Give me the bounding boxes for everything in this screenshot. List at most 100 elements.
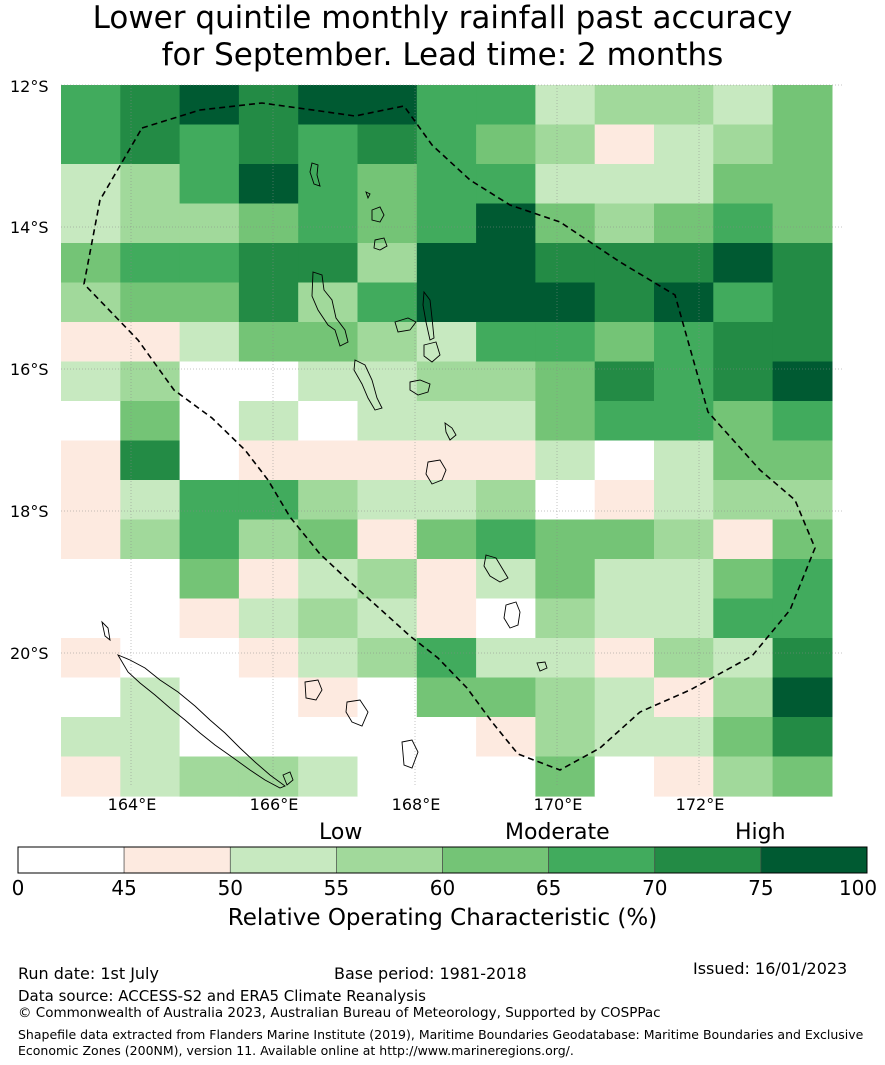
lon-label-170e: 170°E xyxy=(533,795,583,814)
map-cell xyxy=(61,756,121,797)
map-cell xyxy=(238,203,299,244)
map-cell xyxy=(179,282,240,323)
map-cell xyxy=(61,243,121,284)
coastlines xyxy=(83,102,816,789)
map-cell xyxy=(416,480,477,521)
title-line-2: for September. Lead time: 2 months xyxy=(161,37,724,73)
map-cell xyxy=(654,638,714,679)
map-cell xyxy=(238,519,299,560)
map-cell xyxy=(416,756,477,797)
map-cell xyxy=(120,598,181,639)
map-cell xyxy=(713,559,774,600)
lon-label-168e: 168°E xyxy=(391,795,441,814)
colorbar-tick-label: 55 xyxy=(323,876,350,900)
map-cell xyxy=(476,519,536,560)
map-cell xyxy=(179,440,240,481)
map-cell xyxy=(298,203,359,244)
map-cell xyxy=(179,638,240,679)
map-cell xyxy=(772,717,833,758)
map-cell xyxy=(654,519,714,560)
map-cell xyxy=(594,559,655,600)
colorbar-segment xyxy=(548,846,655,874)
map-cell xyxy=(179,598,240,639)
map-cell xyxy=(476,164,536,205)
map-cell xyxy=(298,480,359,521)
map-title: Lower quintile monthly rainfall past acc… xyxy=(0,0,885,74)
map-cell xyxy=(416,677,477,718)
map-cell xyxy=(535,598,596,639)
category-high: High xyxy=(735,820,786,845)
map-cell xyxy=(238,243,299,284)
island-loyalty-1 xyxy=(304,679,323,701)
map-cell xyxy=(357,440,418,481)
map-cell xyxy=(713,164,774,205)
map-cell xyxy=(298,598,359,639)
map-cell xyxy=(61,519,121,560)
base-period: Base period: 1981-2018 xyxy=(334,964,527,983)
map-cell xyxy=(179,164,240,205)
lon-label-172e: 172°E xyxy=(675,795,725,814)
map-cell xyxy=(713,480,774,521)
map-cell xyxy=(476,401,536,442)
map-cell xyxy=(535,282,596,323)
island-loyalty-3 xyxy=(401,739,419,769)
lat-label-20s: 20°S xyxy=(10,644,49,663)
map-cell xyxy=(772,519,833,560)
island-belep xyxy=(101,620,111,642)
map-cell xyxy=(179,519,240,560)
map-gridlines xyxy=(61,84,842,787)
colorbar-outline xyxy=(17,846,868,874)
map-cell xyxy=(179,322,240,363)
map-cell xyxy=(298,322,359,363)
colorbar-tick-label: 70 xyxy=(642,876,668,900)
map-cell xyxy=(654,480,714,521)
map-cell xyxy=(357,401,418,442)
map-cell xyxy=(120,401,181,442)
island-small-4 xyxy=(365,191,371,200)
lon-label-166e: 166°E xyxy=(249,795,299,814)
island-pentecost xyxy=(422,290,435,341)
lat-label-16s: 16°S xyxy=(10,360,49,379)
map-cell xyxy=(535,638,596,679)
colorbar-title: Relative Operating Characteristic (%) xyxy=(227,905,658,931)
map-cell xyxy=(535,85,596,126)
island-new-caledonia xyxy=(116,654,286,789)
map-cell xyxy=(594,361,655,402)
map-cell xyxy=(120,519,181,560)
map-cell xyxy=(713,124,774,165)
map-cell xyxy=(120,559,181,600)
map-cell xyxy=(238,322,299,363)
map-cell xyxy=(357,677,418,718)
colorbar-segment xyxy=(17,846,125,874)
map-cell xyxy=(357,243,418,284)
map-cell xyxy=(61,717,121,758)
category-low: Low xyxy=(319,820,363,845)
map-cell xyxy=(298,440,359,481)
island-ambrym xyxy=(423,341,441,363)
colorbar-segment xyxy=(336,846,443,874)
map-cell xyxy=(357,717,418,758)
map-cell xyxy=(61,480,121,521)
island-espiritu-santo xyxy=(311,271,349,347)
map-cell xyxy=(654,282,714,323)
island-small-3 xyxy=(309,162,321,187)
map-cell xyxy=(179,756,240,797)
map-cell xyxy=(120,638,181,679)
map-cell xyxy=(238,598,299,639)
title-line-1: Lower quintile monthly rainfall past acc… xyxy=(92,0,793,36)
map-cell xyxy=(416,598,477,639)
island-aniwa xyxy=(536,661,548,672)
map-cell xyxy=(594,598,655,639)
map-cell xyxy=(594,85,655,126)
map-cell xyxy=(120,164,181,205)
map-cell xyxy=(416,203,477,244)
map-cell xyxy=(238,717,299,758)
map-cell xyxy=(416,401,477,442)
map-cell xyxy=(298,677,359,718)
map-cell xyxy=(238,361,299,402)
map-cell xyxy=(535,677,596,718)
colorbar-tick-label: 50 xyxy=(217,876,244,900)
map-cell xyxy=(298,361,359,402)
map-cell xyxy=(654,164,714,205)
map-cell xyxy=(61,124,121,165)
